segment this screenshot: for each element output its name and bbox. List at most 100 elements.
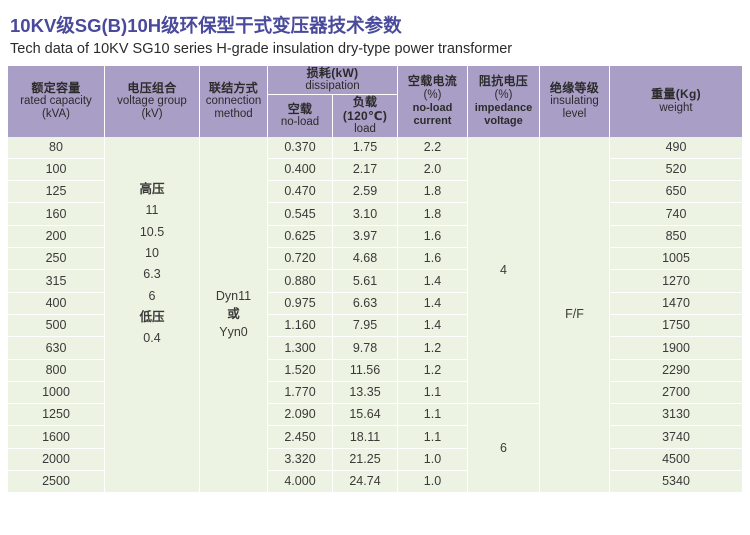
cell-rated-capacity: 250 <box>8 248 105 271</box>
cell-load-loss: 3.97 <box>333 225 398 249</box>
cell-weight: 1470 <box>610 292 742 315</box>
table-row: 100 0.400 2.17 2.0 520 <box>8 158 742 182</box>
cell-load-loss: 2.59 <box>333 181 398 204</box>
page-title-chinese: 10KV级SG(B)10H级环保型干式变压器技术参数 <box>10 15 402 36</box>
col-header-connection-method: 联结方式 connection method <box>200 66 268 137</box>
table-row: 80 高压 11 10.5 10 6.3 6 低压 0.4 Dyn11 或 Yyn0 0.370 1.75… <box>8 136 742 493</box>
col-header-voltage-group-cn: 电压组合 <box>127 80 177 95</box>
table-body: 80 高压 11 10.5 10 6.3 6 低压 0.4 Dyn11 或 Yyn0 0.370 1.75… <box>8 136 742 493</box>
col-header-no-load-current-en2: current <box>413 115 452 128</box>
cell-load-loss: 2.17 <box>333 158 398 182</box>
col-header-no-load-current-en: no-load <box>412 102 453 115</box>
col-header-impedance-voltage-en: impedance <box>474 102 533 115</box>
cell-no-load-current: 2.0 <box>398 158 468 182</box>
cell-rated-capacity: 100 <box>8 158 105 182</box>
cell-rated-capacity: 1600 <box>8 426 105 449</box>
col-header-insulating-level: 绝缘等级 insulating level <box>540 66 610 137</box>
cell-insulating-level: F/F <box>540 136 610 493</box>
cell-no-load-current: 1.1 <box>398 381 468 405</box>
col-header-no-load-loss-en: no-load <box>280 115 320 128</box>
cell-weight: 650 <box>610 181 742 204</box>
cell-load-loss: 13.35 <box>333 381 398 405</box>
col-header-dissipation-en: dissipation <box>305 80 360 93</box>
cell-weight: 1750 <box>610 314 742 338</box>
cell-weight: 4500 <box>610 448 742 472</box>
table-head: 额定容量 rated capacity (kVA) 电压组合 voltage g… <box>8 66 742 137</box>
col-header-connection-method-cn: 联结方式 <box>208 80 259 95</box>
header-row-primary: 额定容量 rated capacity (kVA) 电压组合 voltage g… <box>8 66 742 137</box>
col-header-no-load-loss: 空载 no-load <box>268 94 333 137</box>
col-header-impedance-voltage-cn: 阻抗电压 <box>478 74 529 89</box>
cell-no-load-current: 1.2 <box>398 337 468 360</box>
table-row: 2000 3.320 21.25 1.0 4500 <box>8 448 742 472</box>
cell-no-load-current: 1.1 <box>398 404 468 427</box>
col-header-voltage-group-unit: (kV) <box>141 108 163 121</box>
table-row: 400 0.975 6.63 1.4 1470 <box>8 292 742 315</box>
table-row: 315 0.880 5.61 1.4 1270 <box>8 270 742 293</box>
cell-no-load-loss: 0.975 <box>268 292 333 315</box>
cell-rated-capacity: 500 <box>8 314 105 338</box>
cell-rated-capacity: 125 <box>8 181 105 204</box>
col-header-voltage-group-en: voltage group <box>117 94 187 107</box>
table-row: 1600 2.450 18.11 1.1 3740 <box>8 426 742 449</box>
col-header-insulating-level-unit: level <box>562 108 587 121</box>
cell-load-loss: 1.75 <box>333 136 398 159</box>
cell-load-loss: 4.68 <box>333 248 398 271</box>
cell-no-load-current: 2.2 <box>398 136 468 159</box>
cell-no-load-loss: 2.090 <box>268 404 333 427</box>
voltage-group-value: 10.5 <box>139 224 165 239</box>
cell-impedance-voltage: 6 <box>468 404 540 493</box>
col-header-connection-method-unit: method <box>214 108 253 121</box>
col-header-insulating-level-cn: 绝缘等级 <box>549 80 600 95</box>
connection-method-value: Yyn0 <box>219 325 248 340</box>
cell-weight: 740 <box>610 203 742 226</box>
cell-impedance-voltage: 4 <box>468 136 540 405</box>
cell-no-load-current: 1.2 <box>398 359 468 382</box>
col-header-connection-method-en: connection <box>205 94 262 107</box>
cell-load-loss: 9.78 <box>333 337 398 360</box>
cell-load-loss: 7.95 <box>333 314 398 338</box>
col-header-rated-capacity-unit: (kVA) <box>42 108 70 121</box>
table-row: 630 1.300 9.78 1.2 1900 <box>8 337 742 360</box>
cell-no-load-loss: 1.520 <box>268 359 333 382</box>
col-header-load-loss-en: load <box>354 123 376 136</box>
cell-load-loss: 6.63 <box>333 292 398 315</box>
voltage-group-value: 10 <box>145 246 159 261</box>
cell-no-load-current: 1.4 <box>398 314 468 338</box>
col-header-weight-cn: 重量(Kg) <box>651 87 701 102</box>
col-header-no-load-current: 空载电流 (%) no-load current <box>398 66 468 137</box>
cell-no-load-loss: 3.320 <box>268 448 333 472</box>
connection-method-value: Dyn11 <box>215 289 252 304</box>
col-header-rated-capacity-cn: 额定容量 <box>31 80 81 95</box>
cell-weight: 2290 <box>610 359 742 382</box>
table-row: 1250 2.090 15.64 1.1 6 3130 <box>8 404 742 493</box>
cell-load-loss: 15.64 <box>333 404 398 427</box>
cell-rated-capacity: 80 <box>8 136 105 159</box>
cell-weight: 1900 <box>610 337 742 360</box>
cell-no-load-loss: 0.625 <box>268 225 333 249</box>
col-header-no-load-current-cn: 空载电流 <box>407 74 458 89</box>
col-header-insulating-level-en: insulating <box>550 94 599 107</box>
voltage-group-value: 高压 <box>139 182 165 197</box>
connection-method-stack: Dyn11 或 Yyn0 <box>200 287 267 341</box>
cell-no-load-loss: 0.400 <box>268 158 333 182</box>
voltage-group-value: 6.3 <box>143 267 161 282</box>
col-header-rated-capacity: 额定容量 rated capacity (kVA) <box>8 66 105 137</box>
page-title-english: Tech data of 10KV SG10 series H-grade in… <box>10 41 513 57</box>
col-header-rated-capacity-en: rated capacity <box>20 94 92 107</box>
cell-no-load-loss: 2.450 <box>268 426 333 449</box>
voltage-group-stack: 高压 11 10.5 10 6.3 6 低压 0.4 <box>105 94 199 535</box>
connection-method-value: 或 <box>227 307 240 322</box>
cell-no-load-loss: 1.300 <box>268 337 333 360</box>
cell-no-load-current: 1.8 <box>398 181 468 204</box>
cell-no-load-current: 1.6 <box>398 248 468 271</box>
col-header-weight-en: weight <box>659 101 693 114</box>
table-row: 250 0.720 4.68 1.6 1005 <box>8 248 742 271</box>
cell-load-loss: 21.25 <box>333 448 398 472</box>
cell-rated-capacity: 400 <box>8 292 105 315</box>
cell-connection-method: Dyn11 或 Yyn0 <box>200 136 268 493</box>
table-row: 800 1.520 11.56 1.2 2290 <box>8 359 742 382</box>
cell-no-load-current: 1.4 <box>398 270 468 293</box>
cell-weight: 3740 <box>610 426 742 449</box>
voltage-group-value: 6 <box>148 288 156 303</box>
